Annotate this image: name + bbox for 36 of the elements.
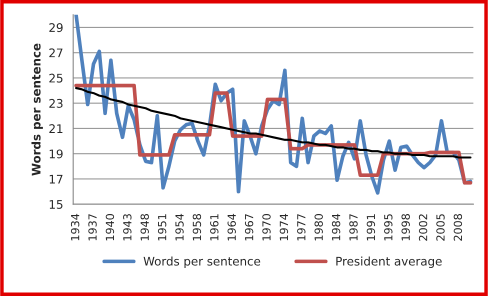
x-tick-label: 1951	[158, 214, 166, 240]
x-tick-label: 1991	[366, 214, 376, 240]
y-tick-label: 21	[49, 124, 62, 133]
x-tick-label: 2008	[454, 214, 462, 241]
x-tick-label: 1974	[280, 214, 288, 240]
x-tick-label: 1934	[70, 214, 80, 240]
x-tick-label: 1984	[332, 214, 340, 240]
y-axis-title: Words per sentence	[31, 44, 43, 176]
y-tick-label: 17	[50, 174, 62, 184]
x-tick-label: 1937	[88, 214, 97, 240]
y-tick-label: 27	[49, 48, 62, 58]
x-tick-label: 1954	[175, 214, 184, 240]
x-tick-label: 1987	[349, 214, 358, 240]
x-tick-label: 1970	[262, 214, 271, 240]
x-tick-label: 2002	[418, 214, 428, 241]
x-tick-label: 1998	[401, 214, 410, 240]
y-tick-label: 29	[49, 23, 63, 32]
legend-label: President average	[336, 256, 442, 268]
x-tick-label: 2005	[436, 214, 445, 241]
x-tick-label: 1940	[106, 214, 114, 240]
x-tick-label: 1995	[384, 214, 392, 240]
x-tick-label: 1977	[297, 214, 306, 240]
y-tick-label: 25	[49, 74, 62, 83]
x-tick-label: 1964	[228, 214, 236, 240]
x-tick-label: 1948	[140, 214, 149, 240]
y-tick-label: 23	[49, 98, 63, 108]
line-series	[75, 87, 472, 159]
x-tick-label: 1943	[123, 214, 132, 240]
x-tick-label: 1967	[244, 214, 254, 240]
y-tick-label: 19	[50, 149, 63, 158]
legend-label: Words per sentence	[144, 256, 260, 268]
line-series	[74, 84, 472, 185]
y-tick-label: 15	[50, 200, 62, 209]
x-tick-label: 1980	[314, 214, 323, 240]
x-tick-label: 1961	[210, 214, 219, 240]
x-tick-label: 1958	[192, 214, 202, 240]
